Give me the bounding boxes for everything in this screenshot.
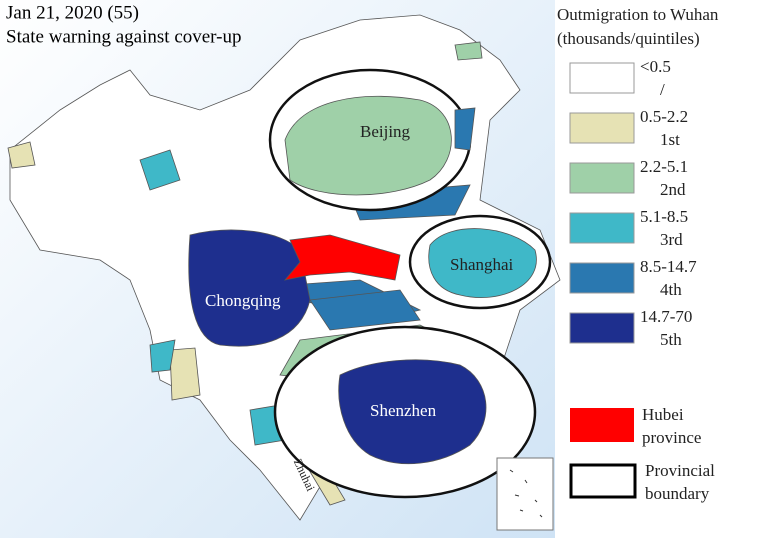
map-label: Chongqing	[205, 291, 281, 310]
legend-swatch	[570, 408, 634, 442]
legend-range: 5.1-8.5	[640, 207, 688, 226]
legend-swatch	[569, 62, 635, 94]
region	[338, 359, 487, 465]
legend-range: 8.5-14.7	[640, 257, 697, 276]
region	[454, 41, 483, 61]
region	[149, 339, 176, 373]
legend-swatch	[569, 112, 635, 144]
legend-swatch	[569, 262, 635, 294]
legend-quintile: /	[660, 80, 665, 99]
region	[454, 107, 476, 151]
legend-quintile: 5th	[660, 330, 682, 349]
region	[169, 347, 201, 401]
legend-swatch	[569, 162, 635, 194]
legend-quintile: 2nd	[660, 180, 686, 199]
legend-range: 0.5-2.2	[640, 107, 688, 126]
subtitle: State warning against cover-up	[6, 26, 241, 47]
region	[7, 141, 36, 169]
region	[284, 95, 452, 196]
legend-swatch	[569, 463, 637, 499]
region	[139, 149, 181, 191]
legend-swatch	[569, 212, 635, 244]
legend-label: province	[642, 428, 701, 447]
legend-title: Outmigration to Wuhan	[557, 5, 719, 24]
legend-quintile: 1st	[660, 130, 680, 149]
title: Jan 21, 2020 (55)	[6, 2, 139, 23]
map-label: Shenzhen	[370, 401, 437, 420]
inset-box	[496, 457, 554, 531]
legend: Outmigration to Wuhan (thousands/quintile…	[557, 5, 719, 503]
legend-quintile: 4th	[660, 280, 682, 299]
map	[7, 14, 561, 531]
legend-range: <0.5	[640, 57, 671, 76]
legend-range: 2.2-5.1	[640, 157, 688, 176]
region	[188, 229, 311, 347]
legend-label: Provincial	[645, 461, 715, 480]
legend-swatch	[569, 312, 635, 344]
region	[309, 289, 421, 331]
legend-title: (thousands/quintiles)	[557, 29, 700, 48]
inset-islands	[509, 469, 543, 518]
legend-label: boundary	[645, 484, 710, 503]
hubei-province	[283, 234, 401, 281]
region	[428, 228, 537, 298]
legend-label: Hubei	[642, 405, 684, 424]
map-label: Beijing	[360, 122, 411, 141]
map-label: Shanghai	[450, 255, 514, 274]
legend-range: 14.7-70	[640, 307, 692, 326]
legend-quintile: 3rd	[660, 230, 683, 249]
